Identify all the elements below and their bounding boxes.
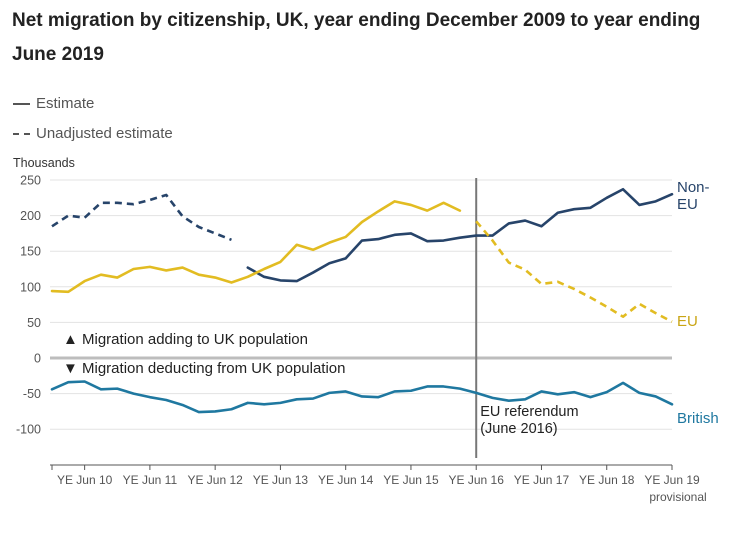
y-tick-label: 250 [20, 174, 41, 188]
legend-item-unadjusted: Unadjusted estimate [13, 125, 173, 142]
grid-lines [50, 179, 672, 430]
x-tick-label: YE Jun 10 [57, 473, 113, 487]
chart-title: Net migration by citizenship, UK, year e… [12, 10, 701, 65]
british-estimate-line [50, 380, 674, 414]
annotation-adding: ▲ Migration adding to UK population [63, 331, 308, 348]
y-tick-label: 0 [34, 352, 41, 366]
series-label-eu: EU [677, 313, 698, 330]
series-label-non-eu: EU [677, 196, 698, 213]
series-lines [50, 187, 674, 414]
y-axis-ticks: 250 200 150 100 50 0 -50 -100 [16, 174, 41, 437]
x-tick-label: YE Jun 12 [187, 473, 243, 487]
y-tick-label: 150 [20, 245, 41, 259]
y-tick-label: 200 [20, 209, 41, 223]
x-tick-label: YE Jun 17 [514, 473, 570, 487]
annotations: ▲ Migration adding to UK population ▼ Mig… [63, 179, 719, 437]
x-tick-label: YE Jun 14 [318, 473, 374, 487]
x-tick-label: YE Jun 13 [253, 473, 309, 487]
x-tick-label: YE Jun 16 [449, 473, 505, 487]
legend-label-estimate: Estimate [36, 95, 95, 112]
legend-solid-line-swatch [13, 102, 30, 105]
x-tick-label: YE Jun 18 [579, 473, 635, 487]
legend-label-unadjusted: Unadjusted estimate [36, 125, 173, 142]
non-eu-estimate-line [246, 187, 674, 283]
x-tick-label: YE Jun 15 [383, 473, 439, 487]
y-tick-label: 100 [20, 280, 41, 294]
eu-unadjusted-line [475, 220, 673, 323]
x-tick-label: YE Jun 19 [644, 473, 700, 487]
x-tick-label: YE Jun 11 [123, 473, 178, 487]
eu-estimate-line [50, 200, 462, 294]
referendum-annotation: EU referendum [480, 404, 578, 420]
annotation-deducting: ▼ Migration deducting from UK population [63, 360, 346, 377]
legend-dashed-line-swatch [13, 132, 30, 135]
legend-item-estimate: Estimate [13, 95, 94, 112]
y-axis-label: Thousands [13, 156, 75, 170]
series-label-non-eu: Non- [677, 179, 710, 196]
y-tick-label: -100 [16, 423, 41, 437]
series-label-british: British [677, 410, 719, 427]
x-axis: YE Jun 10 YE Jun 11 YE Jun 12 YE Jun 13 YE J… [50, 464, 707, 504]
y-tick-label: -50 [23, 387, 41, 401]
referendum-annotation: (June 2016) [480, 421, 557, 437]
non-eu-unadjusted-line [51, 193, 232, 242]
x-tick-note: provisional [649, 490, 706, 504]
y-tick-label: 50 [27, 316, 41, 330]
